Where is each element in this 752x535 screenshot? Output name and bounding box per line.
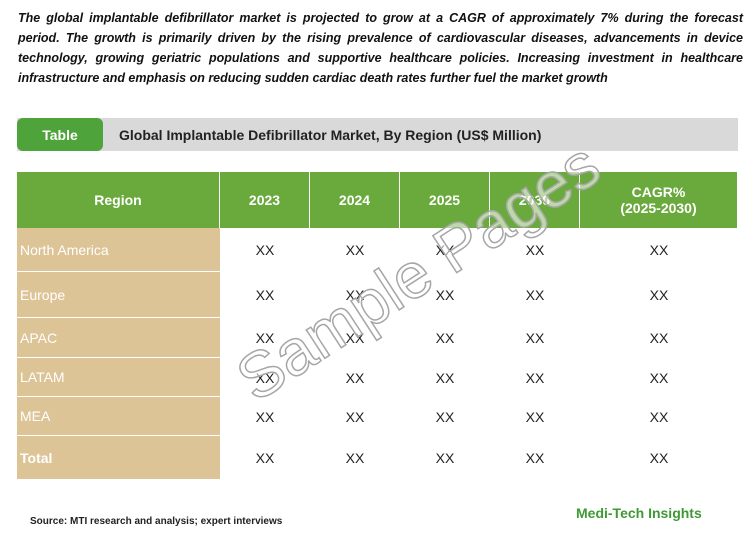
value-cell: XX: [435, 242, 455, 258]
value-cell: XX: [525, 287, 545, 303]
value-cell: XX: [525, 369, 545, 386]
value-cell: XX: [649, 450, 669, 466]
value-cell: XX: [345, 369, 365, 386]
value-cell: XX: [435, 330, 455, 346]
header-cell: 2024: [310, 172, 400, 228]
table-title-bar: [17, 118, 738, 151]
value-cell: XX: [345, 330, 365, 346]
region-cell: Total: [17, 436, 220, 480]
region-cell: APAC: [17, 318, 220, 358]
intro-text: The global implantable defibrillator mar…: [18, 11, 743, 85]
header-cell: 2030: [490, 172, 580, 228]
value-cell: XX: [435, 450, 455, 466]
value-cell: XX: [435, 287, 455, 303]
value-cell: XX: [525, 242, 545, 258]
brand: Medi-Tech Insights: [576, 505, 702, 521]
value-cell: XX: [525, 408, 545, 425]
header-cell: 2023: [220, 172, 310, 228]
value-cell: XX: [345, 408, 365, 425]
value-cell: XX: [345, 287, 365, 303]
value-cell: XX: [255, 242, 275, 258]
value-cell: XX: [649, 242, 669, 258]
value-cell: XX: [525, 450, 545, 466]
value-cell: XX: [649, 408, 669, 425]
region-cell: MEA: [17, 397, 220, 436]
value-cell: XX: [435, 408, 455, 425]
table-title: Global Implantable Defibrillator Market,…: [119, 126, 542, 143]
value-cell: XX: [649, 330, 669, 346]
region-cell: North America: [17, 228, 220, 272]
value-cell: XX: [255, 408, 275, 425]
value-cell: XX: [255, 369, 275, 386]
value-cell: XX: [435, 369, 455, 386]
value-cell: XX: [649, 369, 669, 386]
header-cell: 2025: [400, 172, 490, 228]
value-cell: XX: [255, 330, 275, 346]
value-cell: XX: [255, 450, 275, 466]
region-cell: LATAM: [17, 358, 220, 397]
header-cell: Region: [17, 172, 220, 228]
value-cell: XX: [525, 330, 545, 346]
source: Source: MTI research and analysis; exper…: [30, 516, 283, 527]
region-cell: Europe: [17, 272, 220, 318]
value-cell: XX: [345, 242, 365, 258]
header-cell: CAGR% (2025-2030): [580, 172, 738, 228]
value-cell: XX: [345, 450, 365, 466]
table-tab: Table: [17, 118, 103, 151]
value-cell: XX: [255, 287, 275, 303]
value-cell: XX: [649, 287, 669, 303]
